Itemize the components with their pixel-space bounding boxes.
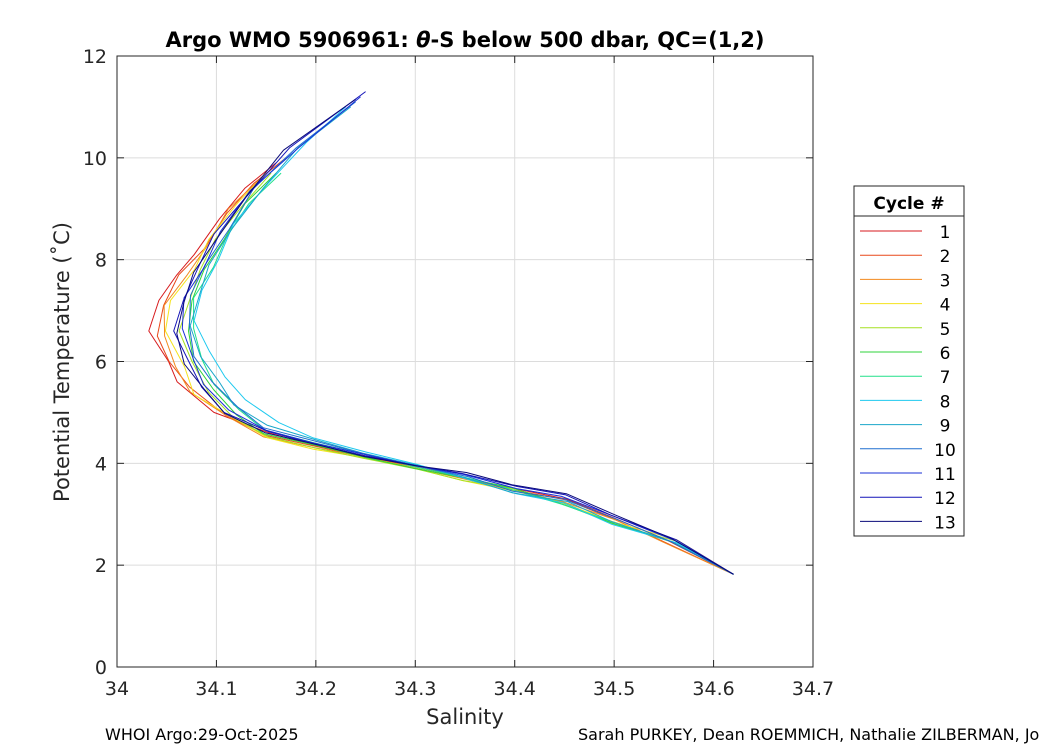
y-tick-label: 8 <box>95 250 107 272</box>
x-tick-label: 34.3 <box>394 678 436 700</box>
x-tick-label: 34.2 <box>295 678 337 700</box>
y-tick-label: 4 <box>95 453 107 475</box>
series-line-cycle-9 <box>189 106 734 575</box>
footer-authors: Sarah PURKEY, Dean ROEMMICH, Nathalie ZI… <box>578 725 1040 744</box>
series-line-cycle-12 <box>173 91 734 575</box>
series-group <box>148 91 734 575</box>
x-tick-label: 34.1 <box>195 678 237 700</box>
y-tick-label: 2 <box>95 555 107 577</box>
legend-label-cycle-5: 5 <box>940 320 951 340</box>
chart-title: Argo WMO 5906961: θ-S below 500 dbar, QC… <box>165 28 764 52</box>
legend-label-cycle-12: 12 <box>934 489 956 509</box>
legend-label-cycle-7: 7 <box>940 368 951 388</box>
legend-label-cycle-3: 3 <box>940 271 951 291</box>
footer-source-date: WHOI Argo:29-Oct-2025 <box>105 725 299 744</box>
x-tick-label: 34.5 <box>593 678 635 700</box>
grid-lines <box>117 56 813 667</box>
y-tick-label: 12 <box>83 46 107 68</box>
legend-box <box>853 185 965 537</box>
series-line-cycle-3 <box>163 177 734 575</box>
legend-title: Cycle # <box>873 194 944 214</box>
legend-label-cycle-8: 8 <box>940 392 951 412</box>
y-axis-label: Potential Temperature (˚C) <box>50 222 74 502</box>
series-line-cycle-13 <box>176 98 734 575</box>
legend-label-cycle-11: 11 <box>934 465 956 485</box>
y-tick-label: 6 <box>95 352 107 374</box>
y-tick-label: 10 <box>83 148 107 170</box>
series-line-cycle-10 <box>188 101 734 575</box>
axis-ticks: 34 34.1 34.2 34.3 34.4 34.5 34.6 34.7 0 2 4 6 8 10 12 <box>83 46 834 700</box>
x-tick-label: 34.4 <box>494 678 536 700</box>
x-tick-label: 34.6 <box>692 678 734 700</box>
legend-label-cycle-1: 1 <box>940 223 951 243</box>
legend-label-cycle-2: 2 <box>940 247 951 267</box>
legend-label-cycle-6: 6 <box>940 344 951 364</box>
x-tick-label: 34 <box>105 678 129 700</box>
x-tick-label: 34.7 <box>792 678 834 700</box>
legend-label-cycle-10: 10 <box>934 441 956 461</box>
legend-label-cycle-4: 4 <box>940 296 951 316</box>
legend-label-cycle-9: 9 <box>940 417 951 437</box>
legend-label-cycle-13: 13 <box>934 513 956 533</box>
y-tick-label: 0 <box>95 657 107 679</box>
x-axis-label: Salinity <box>426 705 504 729</box>
